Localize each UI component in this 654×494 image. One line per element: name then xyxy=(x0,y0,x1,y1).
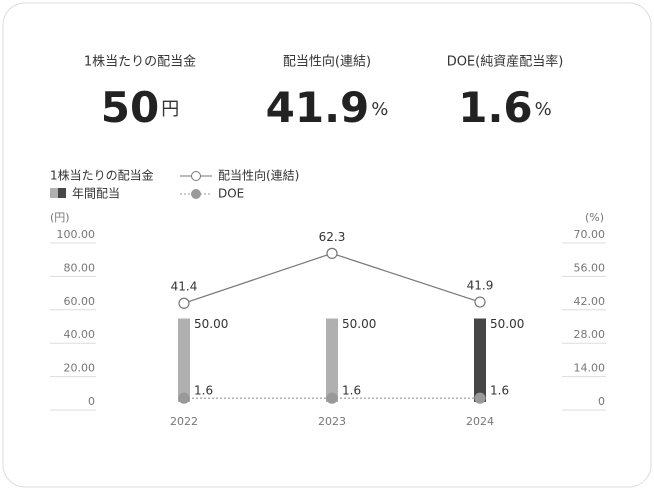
kpi-label: 配当性向(連結) xyxy=(283,54,371,70)
bar-label: 50.00 xyxy=(490,317,524,331)
legend-group-title: 1株当たりの配当金 xyxy=(50,168,154,183)
x-tick-label: 2024 xyxy=(466,415,494,428)
point xyxy=(474,392,486,404)
kpi-unit: % xyxy=(371,99,388,120)
bar xyxy=(474,318,486,402)
tick-label: 100.00 xyxy=(57,228,96,241)
kpi-label: DOE(純資産配当率) xyxy=(447,54,564,70)
legend-swatch xyxy=(50,188,58,198)
kpi-unit: % xyxy=(535,99,552,120)
kpi-number: 1.6 xyxy=(458,83,532,132)
point xyxy=(474,296,486,308)
tick-label: 0 xyxy=(598,395,605,408)
point-label: 41.4 xyxy=(171,280,198,294)
tick-label: 42.00 xyxy=(574,295,606,308)
kpi-label: 1株当たりの配当金 xyxy=(84,54,196,70)
kpi-number: 50 xyxy=(101,83,159,132)
y-unit: (円) xyxy=(50,211,70,224)
kpi-unit: 円 xyxy=(161,99,179,120)
tick-label: 0 xyxy=(88,395,95,408)
point-label: 1.6 xyxy=(342,384,361,398)
point xyxy=(178,392,190,404)
bar xyxy=(326,318,338,402)
tick-label: 56.00 xyxy=(574,261,606,274)
point-label: 1.6 xyxy=(490,384,509,398)
legend-label: 年間配当 xyxy=(72,187,120,201)
point-label: 1.6 xyxy=(194,384,213,398)
bar-label: 50.00 xyxy=(194,317,228,331)
point-label: 41.9 xyxy=(467,279,494,293)
point-label: 62.3 xyxy=(319,230,346,244)
x-tick-label: 2022 xyxy=(170,415,198,428)
legend-label: 配当性向(連結) xyxy=(218,168,299,183)
tick-label: 14.00 xyxy=(574,362,606,375)
tick-label: 40.00 xyxy=(64,328,96,341)
legend-marker xyxy=(191,189,201,199)
point xyxy=(326,247,338,259)
kpi-value: 1.6% xyxy=(458,83,552,132)
kpi-number: 41.9 xyxy=(266,83,370,132)
point xyxy=(178,297,190,309)
kpi-value: 50 円 xyxy=(101,83,179,132)
legend-swatch xyxy=(58,188,66,198)
tick-label: 20.00 xyxy=(64,362,96,375)
point xyxy=(326,392,338,404)
card-border xyxy=(2,2,652,488)
tick-label: 80.00 xyxy=(64,261,96,274)
y2-unit: (%) xyxy=(585,211,604,224)
tick-label: 28.00 xyxy=(574,328,606,341)
bar-label: 50.00 xyxy=(342,317,376,331)
kpi-value: 41.9% xyxy=(266,83,389,132)
x-tick-label: 2023 xyxy=(318,415,346,428)
legend-marker xyxy=(191,171,201,181)
tick-label: 70.00 xyxy=(574,228,606,241)
bar xyxy=(178,318,190,402)
legend-label: DOE xyxy=(218,187,244,201)
tick-label: 60.00 xyxy=(64,295,96,308)
